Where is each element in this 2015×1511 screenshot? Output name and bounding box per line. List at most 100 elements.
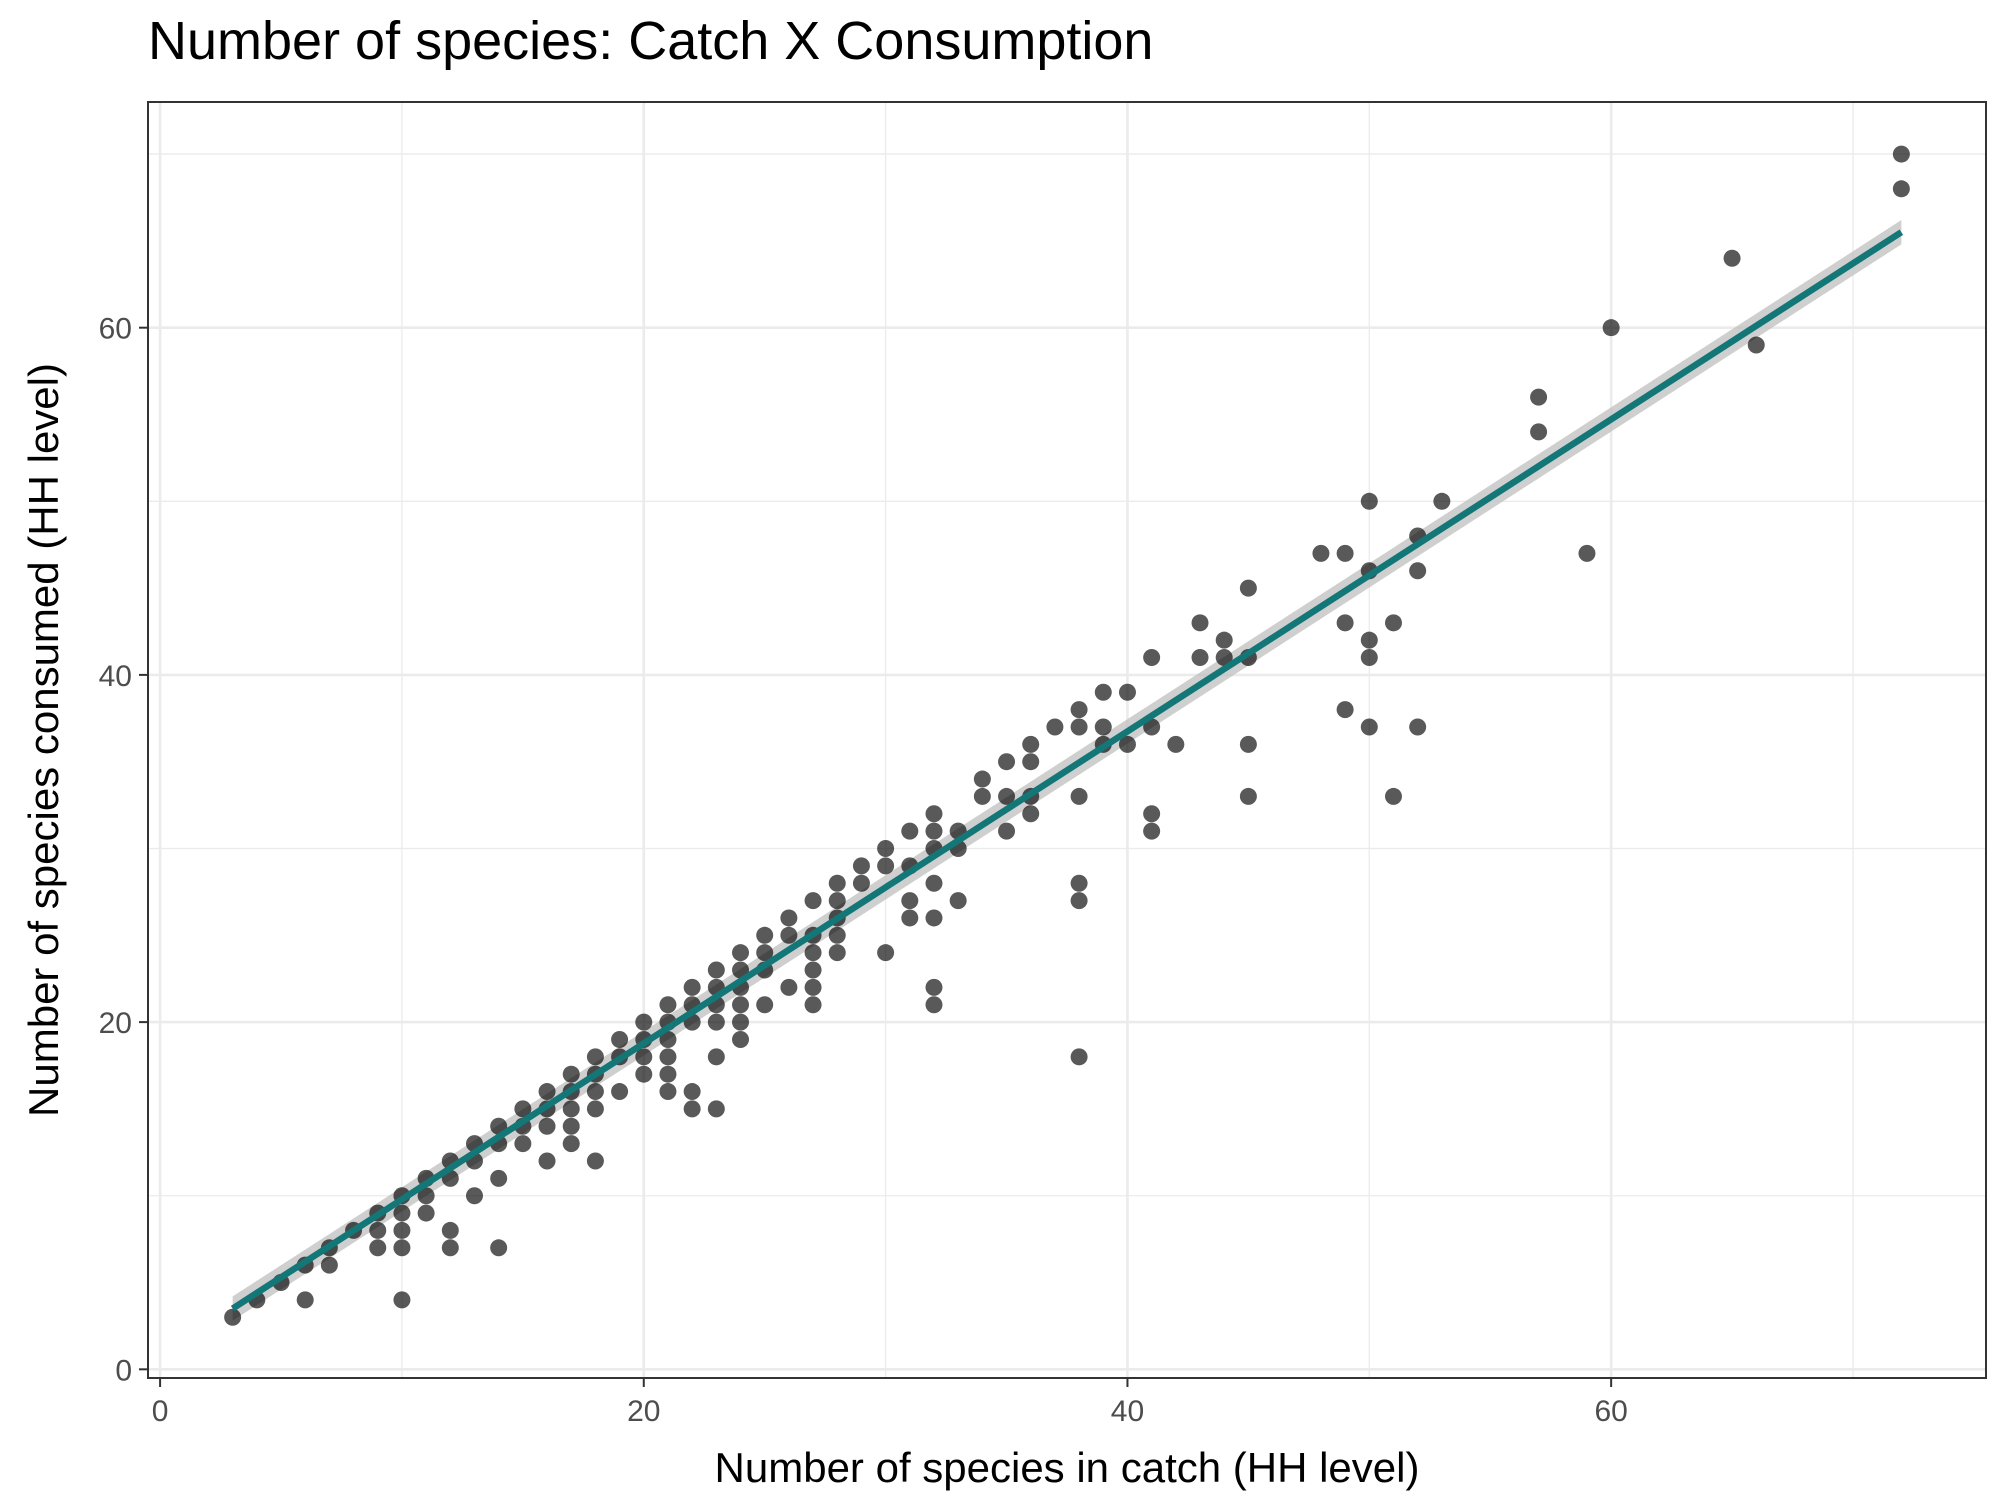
data-point [925,822,943,840]
data-point [393,1204,411,1222]
data-point [562,1065,580,1083]
data-point [1070,787,1088,805]
data-point [1143,649,1161,667]
data-point [393,1221,411,1239]
data-point [732,1030,750,1048]
data-point [417,1187,435,1205]
data-point [998,753,1016,771]
data-point [683,1083,701,1101]
data-point [901,822,919,840]
data-point [417,1204,435,1222]
data-point [562,1117,580,1135]
data-point [1239,735,1257,753]
data-point [973,787,991,805]
data-point [1022,735,1040,753]
data-point [1892,145,1910,163]
data-point [1360,718,1378,736]
data-point [369,1239,387,1257]
data-point [441,1221,459,1239]
data-point [586,1100,604,1118]
data-point [707,961,725,979]
data-point [852,857,870,875]
data-point [925,978,943,996]
data-point [1118,683,1136,701]
data-point [514,1100,532,1118]
data-point [1360,631,1378,649]
data-point [828,874,846,892]
data-point [586,1083,604,1101]
data-point [732,944,750,962]
data-point [973,770,991,788]
data-point [1723,249,1741,267]
data-point [1409,718,1427,736]
data-point [1747,336,1765,354]
data-point [780,909,798,927]
data-point [1094,718,1112,736]
data-point [1530,423,1548,441]
data-point [1384,614,1402,632]
data-point [1094,683,1112,701]
x-tick-label: 0 [152,1395,169,1428]
data-point [1046,718,1064,736]
data-point [1892,180,1910,198]
data-point [828,944,846,962]
data-point [998,787,1016,805]
data-point [1070,701,1088,719]
y-tick-label: 60 [99,313,132,346]
data-point [562,1100,580,1118]
data-point [465,1187,483,1205]
y-tick-label: 0 [115,1354,132,1387]
data-point [514,1135,532,1153]
data-point [877,840,895,858]
data-point [1384,787,1402,805]
data-point [949,892,967,910]
trend-line [230,229,1904,1312]
data-point [635,1013,653,1031]
data-point [732,996,750,1014]
data-point [1143,718,1161,736]
data-point [635,1065,653,1083]
data-point [732,961,750,979]
data-point [1070,718,1088,736]
data-point [732,1013,750,1031]
data-point [925,805,943,823]
data-point [1239,579,1257,597]
data-point [925,909,943,927]
axis-ticks: 0 20 40 60 0 20 40 60 [99,313,1628,1428]
data-point [1070,874,1088,892]
data-point [804,996,822,1014]
data-point [1602,319,1620,337]
data-point [804,961,822,979]
plot-panel-border [147,101,1987,1379]
data-point [611,1083,629,1101]
data-point [1143,805,1161,823]
data-point [756,996,774,1014]
data-point [683,1100,701,1118]
data-point [1409,562,1427,580]
x-tick-label: 20 [627,1395,660,1428]
data-point [877,944,895,962]
data-point [804,978,822,996]
x-tick-label: 60 [1594,1395,1627,1428]
y-axis-title: Number of species consumed (HH level) [20,363,67,1117]
data-point [707,1100,725,1118]
data-point [1118,735,1136,753]
data-point [224,1308,242,1326]
data-point [1167,735,1185,753]
data-point [852,874,870,892]
data-point [393,1291,411,1309]
y-tick-label: 20 [99,1007,132,1040]
data-point [1215,649,1233,667]
data-point [320,1256,338,1274]
data-point [707,1048,725,1066]
data-point [1578,544,1596,562]
x-axis-title: Number of species in catch (HH level) [715,1444,1420,1491]
data-points [224,145,1910,1326]
data-point [441,1239,459,1257]
data-point [490,1169,508,1187]
data-point [659,1083,677,1101]
data-point [586,1048,604,1066]
data-point [1239,787,1257,805]
data-point [804,944,822,962]
